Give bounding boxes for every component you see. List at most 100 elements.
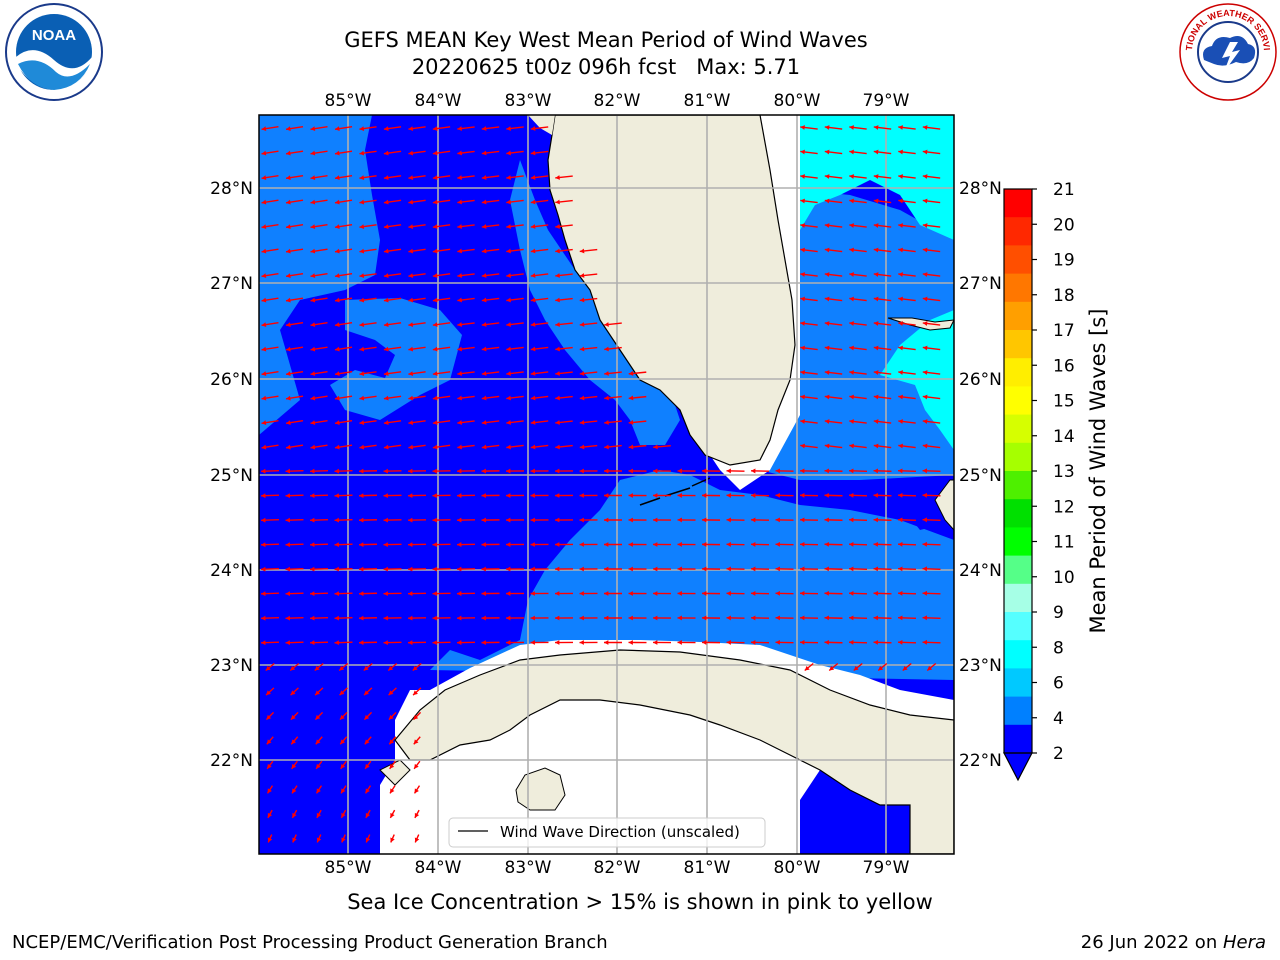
- wind-arrow-head: [506, 615, 511, 621]
- wind-arrow-head: [506, 371, 511, 376]
- wind-arrow-head: [261, 420, 267, 426]
- wind-arrow-head: [261, 468, 266, 474]
- wind-arrow-head: [849, 590, 854, 596]
- colorbar-segment: [1004, 612, 1032, 641]
- colorbar-segment: [1004, 555, 1032, 585]
- colorbar-segment: [1004, 301, 1032, 331]
- wind-arrow-head: [383, 150, 389, 156]
- wind-arrow-head: [334, 615, 339, 621]
- wind-arrow-head: [530, 248, 536, 254]
- wind-arrow-head: [775, 542, 780, 547]
- wind-arrow-head: [922, 125, 928, 130]
- wind-arrow-head: [898, 590, 903, 596]
- wind-arrow-head: [432, 150, 438, 156]
- wind-arrow-head: [702, 542, 707, 547]
- wind-arrow-head: [481, 175, 487, 180]
- wind-arrow-head: [383, 444, 389, 450]
- wind-arrow-head: [898, 419, 903, 424]
- wind-arrow-head: [261, 371, 267, 377]
- wind-arrow-head: [530, 224, 536, 229]
- wind-arrow-head: [408, 444, 414, 450]
- colorbar-tick-label: 14: [1053, 427, 1075, 447]
- wind-arrow-head: [898, 125, 903, 130]
- wind-arrow-head: [579, 297, 585, 303]
- wind-arrow-head: [457, 493, 462, 498]
- wind-arrow-head: [334, 199, 340, 205]
- wind-arrow-head: [873, 370, 879, 375]
- colorbar-segment: [1004, 330, 1032, 359]
- wind-arrow-head: [457, 224, 463, 229]
- wind-arrow-head: [873, 443, 879, 449]
- wind-arrow-head: [800, 394, 805, 400]
- wind-arrow-head: [432, 493, 437, 498]
- colorbar-tick-label: 4: [1053, 709, 1064, 729]
- wind-arrow-head: [849, 639, 854, 645]
- wind-arrow-head: [286, 346, 291, 352]
- wind-arrow-head: [261, 615, 266, 621]
- wind-arrow-head: [555, 224, 560, 229]
- wind-arrow-head: [604, 615, 609, 621]
- wind-arrow-head: [726, 640, 731, 645]
- wind-arrow-head: [310, 542, 315, 548]
- wind-arrow-head: [457, 346, 463, 352]
- wind-arrows: [261, 125, 941, 843]
- wind-arrow-head: [873, 247, 879, 253]
- wind-arrow-head: [898, 247, 903, 253]
- wind-arrow-head: [702, 517, 707, 523]
- wind-arrow-head: [653, 566, 658, 572]
- wind-arrow-head: [286, 273, 291, 279]
- wind-arrow-head: [408, 542, 413, 547]
- wind-arrow-head: [383, 517, 388, 523]
- wind-arrow-head: [873, 125, 879, 130]
- wind-arrow-head: [775, 566, 780, 572]
- wind-arrow-head: [334, 175, 340, 180]
- wind-arrow-head: [457, 591, 462, 596]
- colorbar-segment: [1004, 273, 1032, 303]
- wind-arrow-head: [927, 665, 933, 671]
- wind-arrow-head: [530, 322, 536, 327]
- wind-arrow-head: [261, 591, 266, 597]
- wind-arrow-head: [334, 468, 339, 474]
- wind-arrow-head: [873, 149, 879, 155]
- wind-arrow-head: [873, 590, 878, 596]
- wind-arrow-head: [481, 493, 486, 498]
- wind-arrow-head: [873, 345, 879, 351]
- wind-arrow-head: [413, 690, 418, 696]
- wind-arrow-head: [849, 566, 854, 572]
- wind-arrow-head: [481, 273, 487, 278]
- wind-arrow-head: [604, 371, 609, 376]
- wind-arrow-head: [800, 125, 805, 130]
- wind-arrow-head: [579, 248, 585, 254]
- wind-arrow-head: [824, 149, 830, 155]
- colorbar-tick-label: 8: [1053, 638, 1064, 658]
- wind-arrow-head: [873, 615, 878, 621]
- wind-arrow-head: [408, 420, 414, 425]
- wind-arrow-head: [555, 175, 560, 180]
- wind-arrow-head: [285, 542, 291, 548]
- wind-arrow-head: [751, 517, 756, 523]
- wind-arrow-head: [432, 420, 438, 425]
- wind-arrow-head: [310, 371, 316, 377]
- wind-arrow-head: [555, 297, 560, 303]
- wind-arrow-head: [530, 615, 535, 621]
- wind-arrow-head: [530, 346, 536, 352]
- wind-arrow-head: [555, 517, 560, 523]
- wind-arrow-head: [383, 322, 389, 327]
- wind-arrow-head: [604, 640, 609, 645]
- wind-arrow-head: [800, 223, 805, 228]
- wind-arrow-head: [726, 591, 731, 596]
- sea-ice-caption: Sea Ice Concentration > 15% is shown in …: [347, 890, 933, 914]
- wind-arrow-head: [555, 371, 560, 376]
- wind-arrow-head: [898, 223, 903, 228]
- wind-arrow-head: [824, 517, 829, 523]
- wind-arrow-head: [339, 690, 345, 696]
- wind-arrow-head: [481, 640, 486, 645]
- wind-arrow-head: [285, 640, 291, 646]
- wind-arrow-head: [677, 517, 682, 523]
- wind-arrow-head: [340, 763, 346, 769]
- wind-arrow-head: [898, 149, 903, 155]
- wind-arrow-head: [481, 248, 487, 254]
- wind-arrow-head: [292, 837, 297, 843]
- wind-arrow-head: [334, 273, 340, 278]
- wind-arrow-head: [898, 492, 903, 498]
